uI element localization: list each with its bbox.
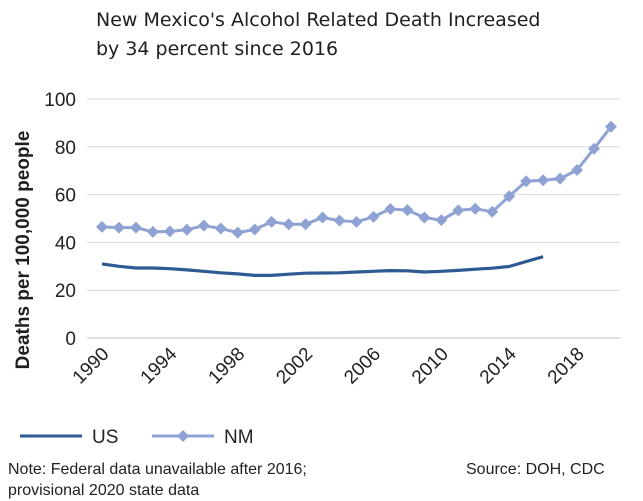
legend-label-us: US — [92, 427, 118, 448]
data-point-nm — [214, 222, 227, 235]
data-point-nm — [146, 225, 159, 238]
data-point-nm — [452, 204, 465, 217]
chart-title: New Mexico's Alcohol Related Death Incre… — [96, 6, 626, 64]
series-us — [101, 255, 544, 277]
legend: US NM — [20, 427, 254, 448]
x-tick-label: 1994 — [137, 343, 182, 388]
data-point-nm — [265, 215, 278, 228]
x-axis-tick-labels: 1990 1994 1998 2002 2006 2010 2014 2018 — [69, 343, 589, 388]
data-point-nm — [180, 223, 193, 236]
legend-marker-nm — [177, 430, 189, 442]
data-point-nm — [384, 202, 397, 215]
y-tick-label: 40 — [55, 233, 76, 254]
series-nm — [96, 120, 617, 239]
data-point-nm — [503, 190, 516, 203]
data-point-nm — [588, 142, 601, 155]
data-point-nm — [350, 215, 363, 228]
y-tick-label: 80 — [55, 138, 76, 159]
gridlines — [87, 98, 620, 291]
source-note: Source: DOH, CDC — [466, 461, 605, 478]
data-point-nm — [367, 210, 380, 223]
data-point-nm — [418, 211, 431, 224]
footnote: Note: Federal data unavailable after 201… — [8, 459, 307, 501]
data-point-nm — [469, 202, 482, 215]
data-point-nm — [316, 211, 329, 224]
data-point-nm — [486, 205, 499, 218]
data-point-nm — [571, 163, 584, 176]
data-point-nm — [605, 120, 617, 133]
chart-title-line-1: New Mexico's Alcohol Related Death Incre… — [96, 9, 541, 31]
y-tick-label: 0 — [65, 329, 76, 350]
footnote-line-2: provisional 2020 state data — [8, 482, 200, 499]
data-point-nm — [129, 221, 142, 234]
x-tick-label: 2014 — [476, 343, 521, 388]
data-point-nm — [197, 219, 210, 232]
data-point-nm — [520, 175, 533, 188]
data-point-nm — [112, 221, 125, 234]
data-point-nm — [163, 225, 176, 238]
x-tick-label: 1990 — [69, 344, 114, 389]
series-lines — [96, 120, 617, 277]
y-axis-tick-labels: 0 20 40 60 80 100 — [44, 90, 76, 350]
x-tick-label: 2018 — [544, 344, 589, 389]
data-point-nm — [96, 220, 108, 233]
x-tick-label: 2002 — [272, 344, 317, 389]
data-point-nm — [299, 218, 312, 231]
data-point-nm — [282, 218, 295, 231]
x-tick-label: 2010 — [408, 344, 453, 389]
data-point-nm — [248, 223, 261, 236]
series-line-us — [101, 255, 544, 277]
y-tick-label: 20 — [55, 281, 76, 302]
y-tick-label: 100 — [44, 90, 76, 111]
x-tick-label: 1998 — [205, 344, 250, 389]
footnote-line-1: Note: Federal data unavailable after 201… — [8, 461, 307, 478]
data-point-nm — [231, 226, 244, 239]
y-axis-label: Deaths per 100,000 people — [13, 131, 34, 370]
data-point-nm — [435, 214, 448, 227]
chart-title-line-2: by 34 percent since 2016 — [96, 38, 339, 60]
x-tick-label: 2006 — [340, 344, 385, 389]
data-point-nm — [401, 204, 414, 217]
y-tick-label: 60 — [55, 186, 76, 207]
legend-label-nm: NM — [224, 427, 254, 448]
data-point-nm — [537, 174, 550, 187]
data-point-nm — [333, 214, 346, 227]
data-point-nm — [554, 172, 567, 185]
